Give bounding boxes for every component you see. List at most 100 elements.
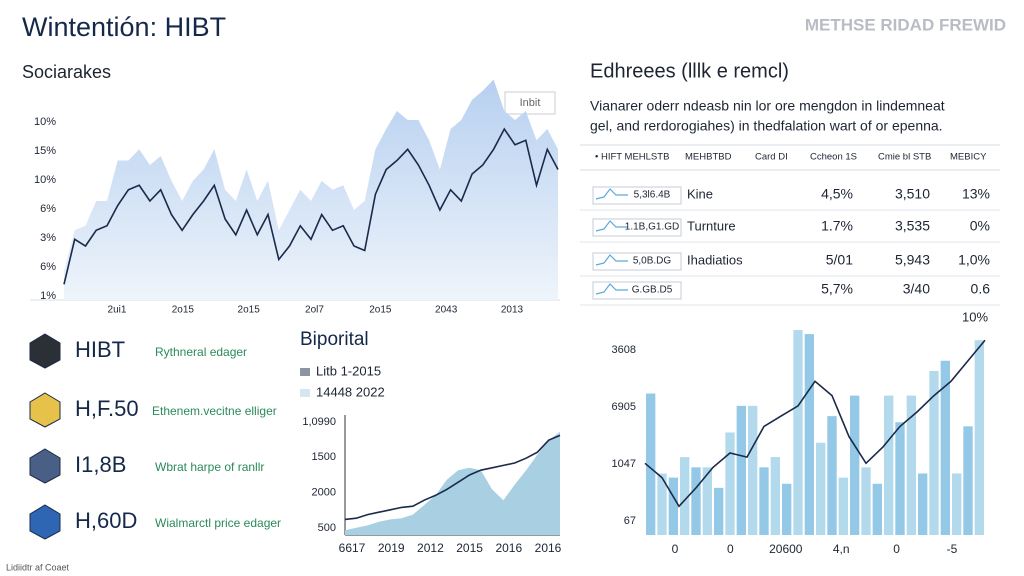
legend-label: Litb 1-2015	[316, 363, 381, 378]
asset-description: Wbrat harpe of ranllr	[155, 460, 264, 474]
y-tick-label: 6%	[40, 261, 56, 273]
bar	[668, 477, 678, 535]
bar	[816, 442, 826, 535]
cell: Kine	[687, 186, 713, 201]
x-tick-label: 20600	[769, 542, 803, 556]
bar	[940, 360, 950, 535]
sparkline-box	[592, 218, 682, 237]
table-title: Edhreees (lllk e remcl)	[590, 60, 789, 82]
bar	[725, 432, 735, 535]
sparkline-box	[592, 186, 682, 205]
x-tick-label: 2o15	[238, 305, 261, 316]
cell: 5,943	[895, 252, 930, 268]
asset-description: Rythneral edager	[155, 345, 247, 359]
asset-name: H,60D	[75, 508, 137, 533]
asset-icon	[29, 448, 61, 484]
bar	[748, 405, 758, 535]
bar	[918, 473, 928, 535]
bar	[680, 457, 690, 535]
sparkline-box	[592, 252, 682, 271]
asset-description: Wialmarctl price edager	[155, 516, 281, 530]
x-tick-label: 4,n	[833, 542, 850, 556]
bar	[759, 467, 769, 535]
area	[345, 431, 560, 535]
line	[63, 127, 559, 285]
y-tick-label: 67	[624, 515, 636, 527]
x-tick-label: 2015	[456, 541, 483, 555]
asset-icon	[29, 333, 61, 369]
column-header: Card DI	[755, 152, 788, 163]
column-header: Cmie bl STB	[878, 152, 931, 163]
cell: 3,510	[895, 186, 930, 202]
y-tick-label: 6%	[40, 203, 56, 215]
y-tick-label: 2000	[312, 487, 336, 499]
column-header: MEBICY	[950, 152, 987, 163]
bar	[702, 467, 712, 535]
asset-name: H,F.50	[75, 396, 139, 421]
x-tick-label: 2016	[535, 541, 562, 555]
asset-name: I1,8B	[75, 452, 126, 477]
y-tick-label: 1500	[312, 451, 336, 463]
legend-swatch	[300, 368, 310, 376]
cell: 4,5%	[821, 186, 853, 202]
asset-description: Ethenem.vecitne elliger	[152, 404, 277, 418]
page-title: Wintentión: HIBT	[22, 12, 226, 42]
cell: 13%	[962, 186, 990, 202]
bar	[929, 371, 939, 535]
cell: 3/40	[903, 281, 930, 297]
line	[344, 434, 561, 521]
annotation: Inbit	[520, 97, 541, 109]
annotation-box	[504, 91, 556, 115]
bar	[861, 467, 871, 535]
y-tick-label: 3608	[612, 344, 636, 356]
cell: 0%	[970, 218, 990, 234]
bar	[974, 340, 984, 535]
bar	[906, 395, 916, 535]
sparkline	[595, 254, 628, 266]
asset-icon	[29, 392, 61, 428]
x-tick-label: 2o15	[369, 305, 392, 316]
cell: 1.1B,G1.GD	[625, 222, 679, 233]
y-tick-label: 1047	[612, 458, 636, 470]
section-title: Biporital	[300, 329, 369, 350]
cell: 5,3l6.4B	[634, 190, 671, 201]
x-tick-label: 2043	[435, 305, 458, 316]
x-tick-label: 2019	[378, 541, 405, 555]
footer: Lidiidtr af Coaet	[6, 562, 70, 572]
y-tick-label: 15%	[34, 145, 56, 157]
cell: 0.6	[971, 281, 991, 297]
line	[644, 339, 986, 508]
bar	[952, 473, 962, 535]
cell: 1,0%	[958, 252, 990, 268]
cell: 5,0B.DG	[633, 256, 672, 267]
x-tick-label: 0	[672, 542, 679, 556]
bar	[714, 487, 724, 535]
bar	[838, 477, 848, 535]
cell: 3,535	[895, 218, 930, 234]
y-tick-label: 10%	[34, 116, 56, 128]
cell: 5/01	[826, 252, 853, 268]
column-header: • HIFT MEHLSTB	[595, 152, 669, 163]
table-description: gel, and rerdorogiahes) in thedfalation …	[590, 118, 943, 134]
y-tick-label: 1,0990	[302, 416, 336, 428]
section-title: Sociarakes	[22, 62, 111, 82]
table-description: Vianarer oderr ndeasb nin lor ore mengdo…	[590, 98, 945, 114]
bar	[691, 467, 701, 535]
legend-label: 14448 2022	[316, 384, 385, 399]
asset-icon	[29, 504, 61, 540]
bar	[850, 395, 860, 535]
y-tick-label: 3%	[40, 232, 56, 244]
x-tick-label: 2o15	[172, 305, 195, 316]
legend-swatch	[300, 389, 310, 397]
bar	[804, 334, 814, 535]
column-header: Ccheon 1S	[810, 152, 857, 163]
x-tick-label: 2ol7	[305, 305, 324, 316]
x-tick-label: 2012	[417, 541, 444, 555]
x-tick-label: -5	[947, 542, 958, 556]
bar	[963, 426, 973, 535]
cell: 1.7%	[821, 218, 853, 234]
sparkline	[595, 188, 628, 200]
cell: Ihadiatios	[687, 252, 743, 267]
cell: G.GB.D5	[632, 285, 673, 296]
